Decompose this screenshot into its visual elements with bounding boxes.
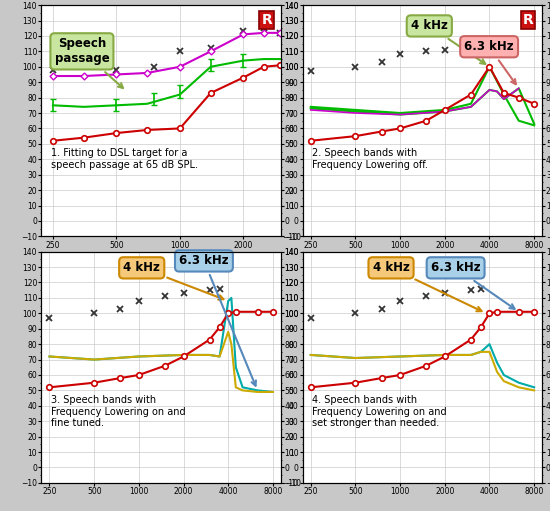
Text: R: R (522, 13, 534, 27)
Text: Speech
passage: Speech passage (54, 37, 123, 88)
Text: 1. Fitting to DSL target for a
speech passage at 65 dB SPL.: 1. Fitting to DSL target for a speech pa… (51, 149, 198, 170)
Text: 3. Speech bands with
Frequency Lowering on and
fine tuned.: 3. Speech bands with Frequency Lowering … (51, 395, 185, 428)
Text: 6.3 kHz: 6.3 kHz (431, 261, 515, 309)
Text: R: R (261, 13, 272, 27)
Text: 2. Speech bands with
Frequency Lowering off.: 2. Speech bands with Frequency Lowering … (312, 149, 428, 170)
Text: 4. Speech bands with
Frequency Lowering on and
set stronger than needed.: 4. Speech bands with Frequency Lowering … (312, 395, 447, 428)
Text: 4 kHz: 4 kHz (411, 19, 485, 64)
Text: 6.3 kHz: 6.3 kHz (179, 254, 256, 386)
Text: 6.3 kHz: 6.3 kHz (464, 40, 516, 84)
Text: 4 kHz: 4 kHz (123, 261, 223, 299)
Text: 4 kHz: 4 kHz (372, 261, 482, 311)
